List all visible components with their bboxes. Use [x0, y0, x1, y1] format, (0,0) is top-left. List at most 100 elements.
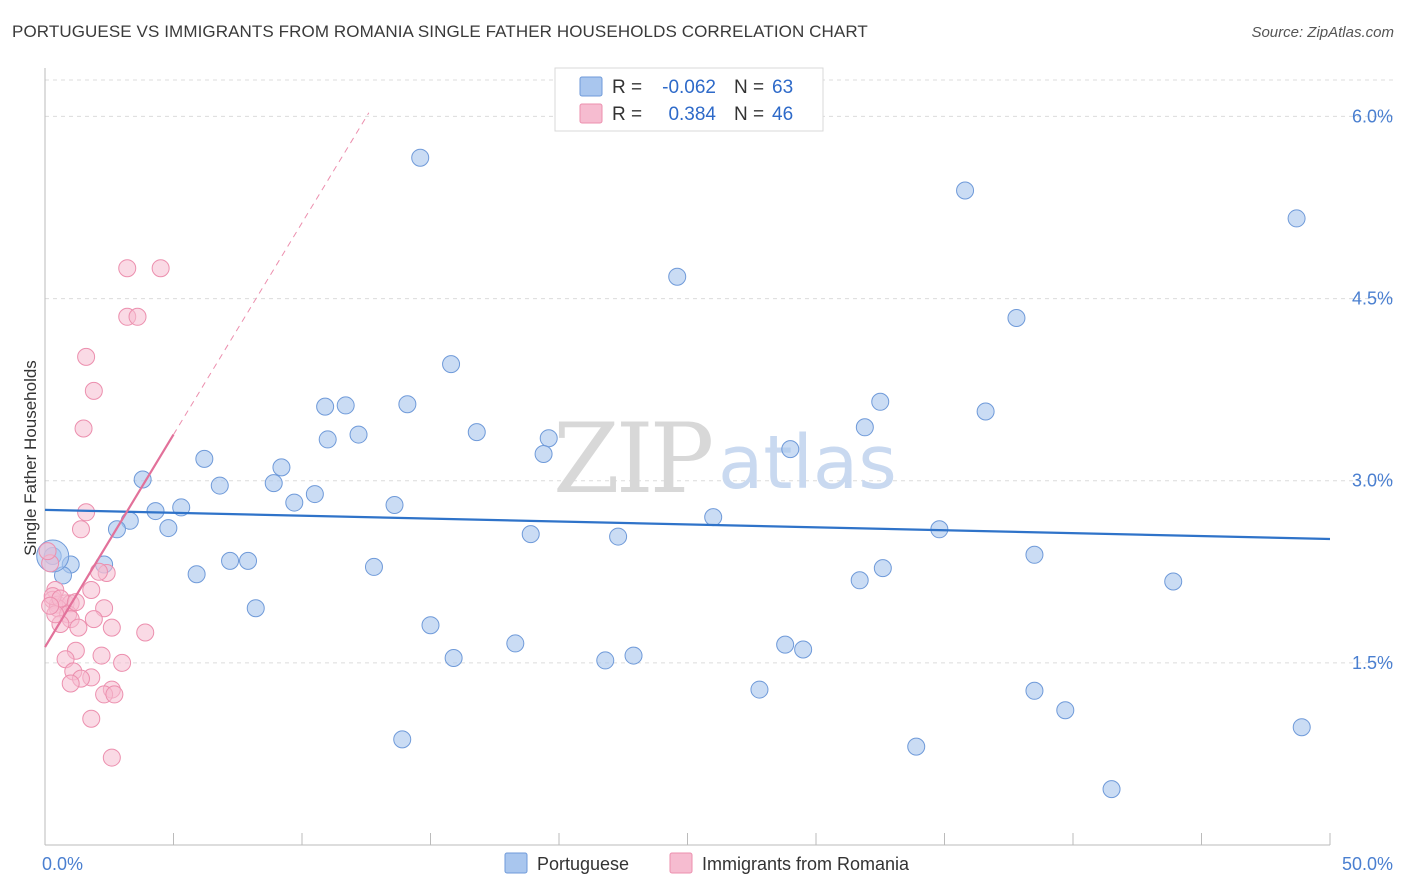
- portuguese-point-51: [624, 646, 643, 665]
- portuguese-point-27: [146, 502, 165, 521]
- romania-point-4: [77, 347, 96, 366]
- portuguese-point-31: [159, 519, 178, 538]
- portuguese-point-32: [521, 525, 540, 544]
- portuguese-point-44: [850, 571, 869, 590]
- portuguese-point-37: [221, 551, 240, 570]
- romania-point-27: [92, 646, 111, 665]
- portuguese-point-60: [1102, 780, 1121, 799]
- legend-n-value-portuguese: 63: [772, 77, 793, 98]
- legend-r-label-romania: R =: [612, 104, 642, 125]
- portuguese-point-15: [539, 429, 558, 448]
- bottom-legend-swatch-romania: [669, 852, 693, 874]
- portuguese-point-22: [264, 474, 283, 493]
- portuguese-point-40: [873, 559, 892, 578]
- portuguese-point-45: [1164, 572, 1183, 591]
- portuguese-point-1: [956, 181, 975, 200]
- portuguese-point-7: [336, 396, 355, 415]
- portuguese-trend-line: [44, 508, 1331, 541]
- axes: [44, 68, 1331, 846]
- legend-n-value-romania: 46: [772, 104, 793, 125]
- y-tick-label-1: 3.0%: [1352, 471, 1393, 491]
- portuguese-point-57: [393, 730, 412, 749]
- watermark-zip: ZIP: [553, 403, 712, 515]
- legend-n-label-portuguese: N =: [734, 77, 764, 98]
- portuguese-point-2: [1287, 209, 1306, 228]
- romania-point-5: [84, 381, 103, 400]
- trend-lines: [44, 112, 1331, 648]
- romania-point-36: [105, 685, 124, 704]
- portuguese-point-48: [506, 634, 525, 653]
- bottom-legend-label-portuguese: Portuguese: [537, 854, 629, 874]
- romania-point-21: [84, 610, 103, 629]
- romania-point-23: [69, 618, 88, 637]
- portuguese-point-24: [285, 493, 304, 512]
- series-legend: Portuguese Immigrants from Romania: [504, 852, 910, 874]
- portuguese-point-0: [411, 148, 430, 167]
- legend-r-value-portuguese: -0.062: [662, 77, 716, 98]
- portuguese-point-17: [781, 440, 800, 459]
- y-axis-title: Single Father Households: [21, 360, 40, 556]
- x-tick-label-1: 50.0%: [1342, 854, 1393, 874]
- portuguese-point-10: [976, 402, 995, 421]
- romania-trend-extrapolation: [173, 112, 370, 435]
- portuguese-point-12: [318, 430, 337, 449]
- portuguese-point-16: [534, 445, 553, 463]
- y-tick-labels: 1.5% 3.0% 4.5% 6.0%: [1352, 106, 1393, 672]
- portuguese-point-9: [871, 392, 890, 411]
- portuguese-point-6: [316, 397, 335, 416]
- portuguese-point-33: [609, 527, 628, 546]
- portuguese-point-4: [1007, 309, 1026, 327]
- portuguese-point-42: [1025, 545, 1044, 564]
- legend-n-label-romania: N =: [734, 104, 764, 125]
- x-tick-labels: 0.0% 50.0%: [42, 854, 1393, 874]
- portuguese-point-19: [272, 458, 291, 477]
- romania-points: [38, 259, 170, 767]
- legend-swatch-portuguese: [579, 76, 603, 97]
- y-tick-label-3: 6.0%: [1352, 106, 1393, 126]
- romania-point-24: [102, 618, 121, 637]
- romania-point-45: [41, 596, 60, 615]
- romania-point-39: [38, 542, 57, 561]
- romania-point-37: [82, 709, 101, 728]
- romania-trend-line: [44, 434, 175, 648]
- portuguese-point-58: [907, 737, 926, 756]
- portuguese-point-50: [596, 651, 615, 670]
- portuguese-point-21: [210, 476, 229, 495]
- romania-point-8: [71, 520, 90, 539]
- portuguese-point-53: [794, 640, 813, 659]
- romania-point-38: [102, 748, 121, 767]
- portuguese-point-20: [133, 470, 152, 489]
- portuguese-point-28: [704, 508, 723, 527]
- portuguese-point-55: [1025, 681, 1044, 700]
- bottom-legend-swatch-portuguese: [504, 852, 528, 874]
- romania-point-0: [118, 259, 137, 278]
- romania-point-29: [113, 653, 132, 672]
- legend-r-value-romania: 0.384: [668, 104, 716, 125]
- legend-r-label-portuguese: R =: [612, 77, 642, 98]
- portuguese-point-23: [305, 485, 324, 504]
- romania-point-25: [136, 623, 155, 642]
- source-credit: Source: ZipAtlas.com: [1251, 24, 1394, 41]
- portuguese-point-39: [364, 557, 383, 576]
- x-tick-label-0: 0.0%: [42, 854, 83, 874]
- bottom-legend-label-romania: Immigrants from Romania: [702, 854, 910, 874]
- portuguese-point-26: [172, 498, 191, 517]
- romania-point-33: [61, 674, 80, 693]
- romania-point-42: [66, 593, 85, 612]
- legend-swatch-romania: [579, 103, 603, 124]
- portuguese-point-13: [349, 425, 368, 444]
- portuguese-point-59: [1292, 718, 1311, 737]
- portuguese-point-14: [467, 423, 486, 442]
- correlation-legend: R = -0.062 N = 63 R = 0.384 N = 46: [554, 67, 824, 132]
- romania-point-6: [74, 419, 93, 438]
- portuguese-points: [36, 148, 1311, 799]
- romania-point-3: [128, 307, 147, 326]
- chart-title: PORTUGUESE VS IMMIGRANTS FROM ROMANIA SI…: [12, 22, 868, 41]
- portuguese-point-18: [195, 449, 214, 468]
- portuguese-point-49: [444, 649, 463, 667]
- portuguese-point-25: [385, 496, 404, 514]
- romania-point-1: [151, 259, 170, 278]
- portuguese-point-46: [246, 599, 265, 618]
- portuguese-point-47: [421, 616, 440, 635]
